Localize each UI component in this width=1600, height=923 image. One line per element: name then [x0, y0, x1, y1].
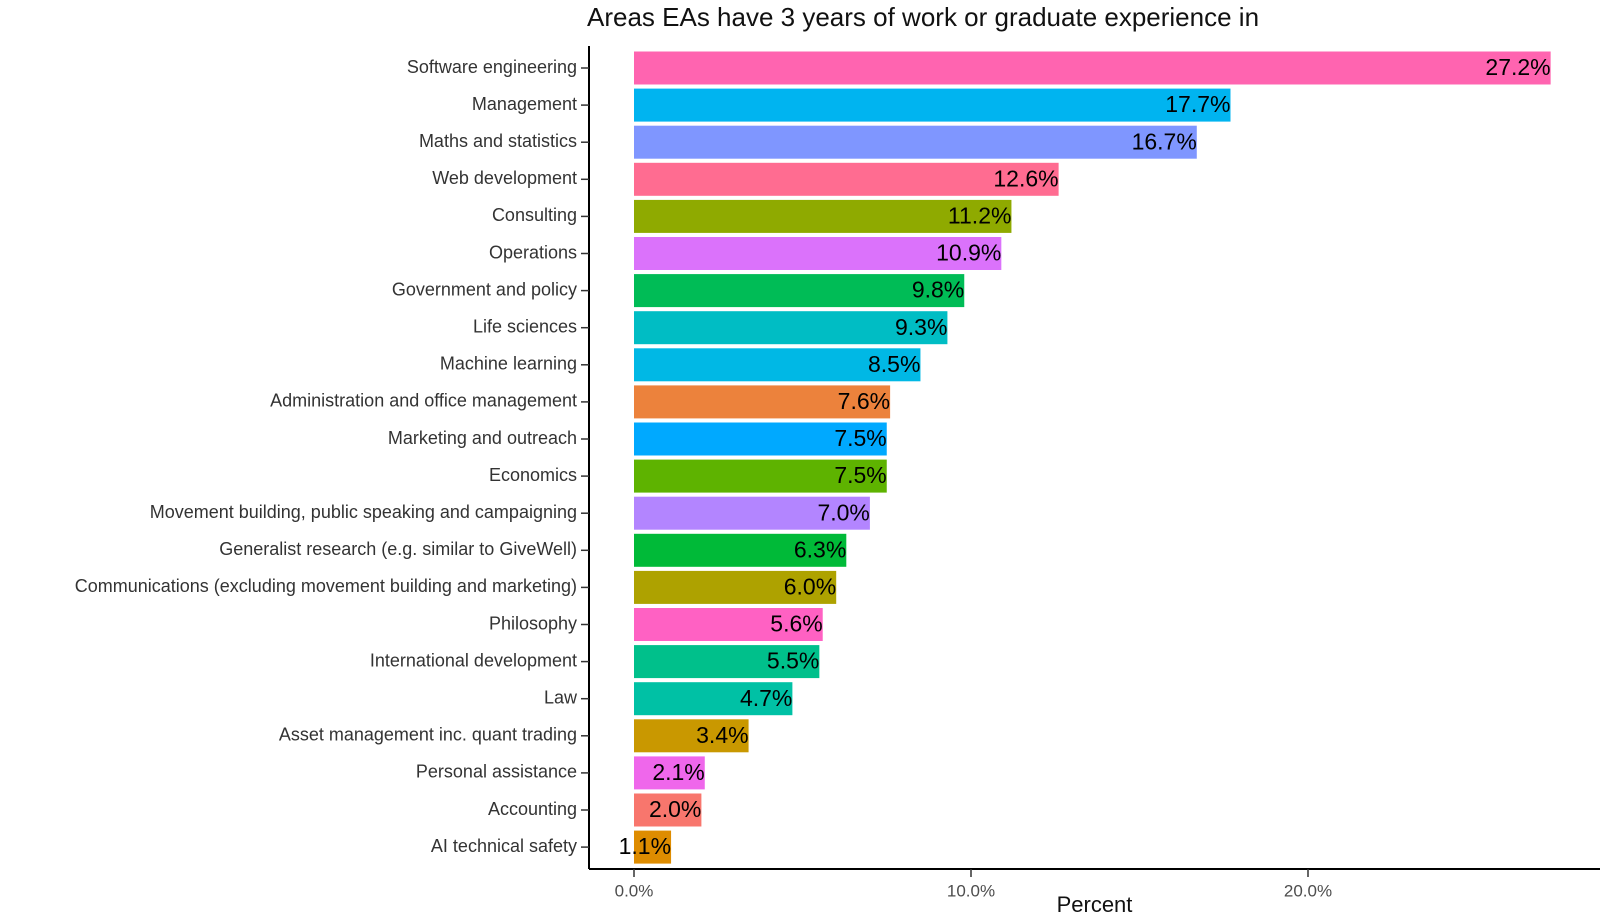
y-tick-label: Operations — [489, 242, 577, 262]
bar — [634, 199, 1012, 233]
y-tick-label: Administration and office management — [270, 391, 577, 411]
bar — [634, 311, 948, 345]
data-label: 3.4% — [696, 722, 748, 748]
y-tick-label: Marketing and outreach — [388, 428, 577, 448]
bar — [634, 645, 820, 679]
y-tick-label: Generalist research (e.g. similar to Giv… — [219, 539, 577, 559]
bar — [634, 682, 793, 716]
y-tick-label: Asset management inc. quant trading — [279, 725, 577, 745]
y-tick-label: Government and policy — [392, 279, 577, 299]
y-tick-label: Life sciences — [473, 316, 577, 336]
chart-title: Areas EAs have 3 years of work or gradua… — [587, 2, 1260, 32]
data-label: 5.6% — [770, 611, 822, 637]
y-tick-label: Web development — [432, 168, 577, 188]
data-label: 8.5% — [868, 351, 920, 377]
data-label: 6.3% — [794, 536, 846, 562]
y-tick-label: Personal assistance — [416, 762, 577, 782]
y-tick-label: International development — [370, 650, 577, 670]
data-label: 6.0% — [784, 573, 836, 599]
bar — [634, 162, 1059, 196]
bar — [634, 496, 870, 530]
y-tick-label: Machine learning — [440, 354, 577, 374]
x-tick-label: 0.0% — [615, 881, 654, 900]
x-axis-title: Percent — [1057, 892, 1133, 917]
y-tick-label: Communications (excluding movement build… — [75, 576, 577, 596]
data-label: 2.1% — [652, 759, 704, 785]
bar — [634, 125, 1197, 159]
data-label: 27.2% — [1485, 54, 1550, 80]
data-label: 7.5% — [834, 425, 886, 451]
data-label: 10.9% — [936, 240, 1001, 266]
data-label: 16.7% — [1132, 128, 1197, 154]
bar — [634, 385, 891, 419]
y-tick-label: Accounting — [488, 799, 577, 819]
data-label: 9.3% — [895, 314, 947, 340]
bar — [634, 756, 705, 790]
bar — [634, 274, 965, 308]
y-tick-label: Law — [544, 687, 578, 707]
bar — [634, 608, 823, 641]
data-label: 17.7% — [1165, 91, 1230, 117]
y-tick-label: Software engineering — [407, 57, 577, 77]
bar — [634, 719, 749, 753]
bar — [634, 570, 837, 604]
bar — [634, 237, 1002, 270]
bar — [634, 830, 672, 864]
data-label: 7.5% — [834, 462, 886, 488]
data-label: 7.0% — [817, 499, 869, 525]
data-label: 2.0% — [649, 796, 701, 822]
y-tick-label: Economics — [489, 465, 577, 485]
bar — [634, 793, 702, 827]
y-tick-label: Consulting — [492, 205, 577, 225]
y-tick-label: Movement building, public speaking and c… — [150, 502, 577, 522]
data-label: 1.1% — [619, 833, 671, 859]
data-label: 7.6% — [838, 388, 890, 414]
bar — [634, 51, 1551, 85]
x-tick-label: 20.0% — [1284, 881, 1332, 900]
data-label: 4.7% — [740, 685, 792, 711]
data-label: 12.6% — [993, 165, 1058, 191]
data-label: 11.2% — [948, 202, 1012, 228]
bar — [634, 533, 847, 567]
x-tick-label: 10.0% — [947, 881, 995, 900]
bar — [634, 348, 921, 382]
bar — [634, 422, 887, 456]
bar — [634, 459, 887, 493]
y-tick-label: Philosophy — [489, 613, 577, 633]
data-label: 9.8% — [912, 277, 964, 303]
y-tick-label: Maths and statistics — [419, 131, 577, 151]
data-label: 5.5% — [767, 648, 819, 674]
chart-title-container: Areas EAs have 3 years of work or gradua… — [0, 0, 1600, 36]
bar — [634, 88, 1231, 122]
y-tick-label: Management — [472, 94, 577, 114]
y-tick-label: AI technical safety — [431, 836, 577, 856]
